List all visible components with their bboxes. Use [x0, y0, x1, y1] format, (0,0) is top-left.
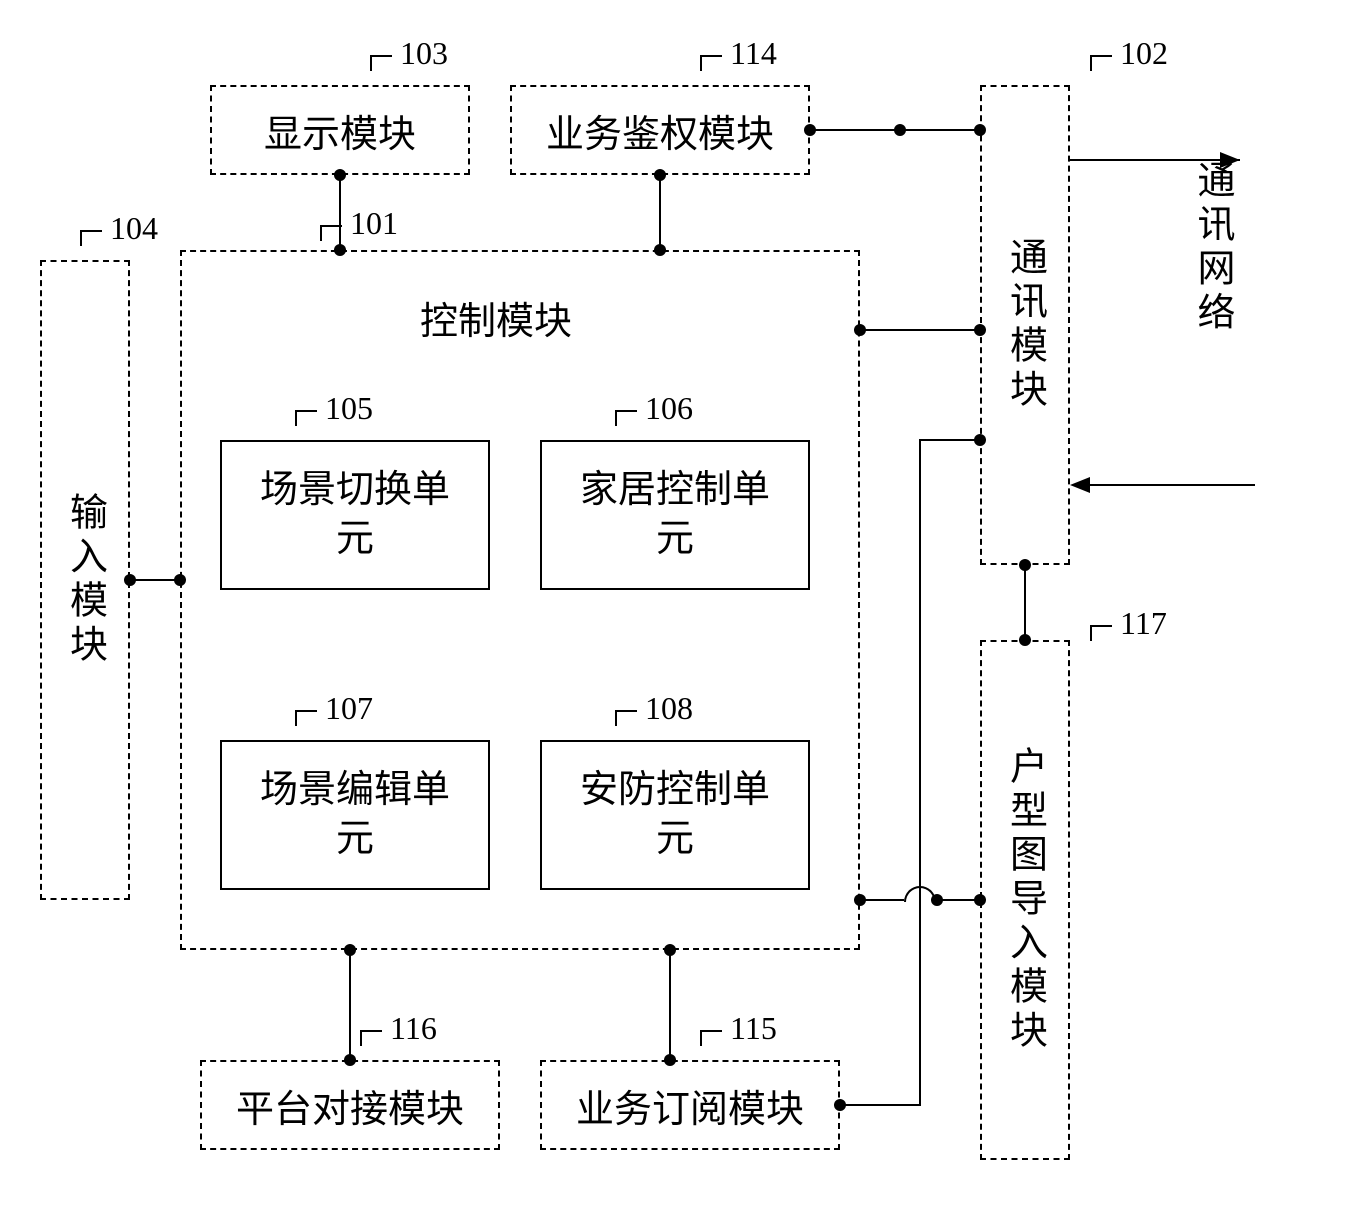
ref-tick — [1090, 625, 1112, 627]
ref-102: 102 — [1120, 35, 1168, 72]
node-label: 户型图导入模块 — [998, 746, 1053, 1054]
connector-dot — [174, 574, 186, 586]
connector-dot — [344, 1054, 356, 1066]
connector-line — [349, 950, 351, 1060]
node-label: 家居控制单元 — [570, 466, 780, 565]
connector-dot — [654, 244, 666, 256]
node-label: 业务鉴权模块 — [546, 103, 774, 158]
connector-line — [130, 579, 180, 581]
ref-103: 103 — [400, 35, 448, 72]
ref-104: 104 — [110, 210, 158, 247]
connector-line — [339, 175, 341, 250]
ref-tick — [1090, 55, 1112, 57]
external-network-text: 通讯网络 — [1185, 160, 1240, 336]
ref-tick — [1090, 625, 1092, 641]
ref-tick — [295, 710, 297, 726]
node-scene-edit-unit: 场景编辑单元 — [220, 740, 490, 890]
node-floorplan-import-module: 户型图导入模块 — [980, 640, 1070, 1160]
node-label: 业务订阅模块 — [576, 1078, 804, 1133]
ref-tick — [295, 410, 317, 412]
ref-tick — [700, 55, 722, 57]
ref-tick — [80, 230, 82, 246]
ref-105: 105 — [325, 390, 373, 427]
ref-tick — [700, 1030, 722, 1032]
ref-101: 101 — [350, 205, 398, 242]
ref-tick — [295, 410, 297, 426]
external-network-label: 通讯网络 — [1185, 160, 1240, 346]
ref-114: 114 — [730, 35, 777, 72]
connector-line — [860, 899, 904, 901]
ref-tick — [320, 225, 322, 241]
connector-dot — [974, 124, 986, 136]
connector-dot — [664, 1054, 676, 1066]
ref-tick — [615, 410, 617, 426]
ref-tick — [360, 1030, 362, 1046]
node-display-module: 显示模块 — [210, 85, 470, 175]
node-scene-switch-unit: 场景切换单元 — [220, 440, 490, 590]
connector-dot — [931, 894, 943, 906]
node-label: 场景编辑单元 — [250, 766, 460, 865]
node-label: 通讯模块 — [998, 237, 1053, 413]
node-home-control-unit: 家居控制单元 — [540, 440, 810, 590]
connector-line — [840, 1104, 920, 1106]
ref-tick — [370, 55, 372, 71]
connector-dot — [974, 894, 986, 906]
ref-tick — [80, 230, 102, 232]
node-label: 输入模块 — [58, 492, 113, 668]
ref-tick — [360, 1030, 382, 1032]
connector-dot — [974, 434, 986, 446]
node-subscribe-module: 业务订阅模块 — [540, 1060, 840, 1150]
node-label: 安防控制单元 — [570, 766, 780, 865]
ref-108: 108 — [645, 690, 693, 727]
connector-line — [669, 950, 671, 1060]
ref-tick — [615, 710, 617, 726]
ref-116: 116 — [390, 1010, 437, 1047]
connector-dot — [334, 244, 346, 256]
node-control-module-label: 控制模块 — [420, 290, 572, 345]
ref-tick — [700, 1030, 702, 1046]
ref-tick — [295, 710, 317, 712]
connector-line — [659, 175, 661, 250]
arrow-out-icon — [1070, 150, 1260, 170]
ref-107: 107 — [325, 690, 373, 727]
ref-117: 117 — [1120, 605, 1167, 642]
connector-line — [919, 439, 980, 441]
connector-line — [919, 440, 921, 1106]
connector-line — [860, 329, 980, 331]
ref-tick — [615, 410, 637, 412]
node-comm-module: 通讯模块 — [980, 85, 1070, 565]
node-input-module: 输入模块 — [40, 260, 130, 900]
connector-dot — [1019, 634, 1031, 646]
ref-tick — [700, 55, 702, 71]
ref-tick — [1090, 55, 1092, 71]
arrow-in-icon — [1070, 475, 1260, 495]
ref-tick — [370, 55, 392, 57]
node-platform-dock-module: 平台对接模块 — [200, 1060, 500, 1150]
connector-line — [1024, 565, 1026, 640]
node-label: 显示模块 — [264, 103, 416, 158]
diagram-canvas: 显示模块 103 业务鉴权模块 114 通讯模块 102 输入模块 104 控制… — [0, 0, 1360, 1220]
ref-106: 106 — [645, 390, 693, 427]
connector-dot — [894, 124, 906, 136]
node-auth-module: 业务鉴权模块 — [510, 85, 810, 175]
ref-tick — [615, 710, 637, 712]
connector-dot — [974, 324, 986, 336]
ref-115: 115 — [730, 1010, 777, 1047]
node-label: 平台对接模块 — [236, 1078, 464, 1133]
node-label: 场景切换单元 — [250, 466, 460, 565]
node-security-control-unit: 安防控制单元 — [540, 740, 810, 890]
